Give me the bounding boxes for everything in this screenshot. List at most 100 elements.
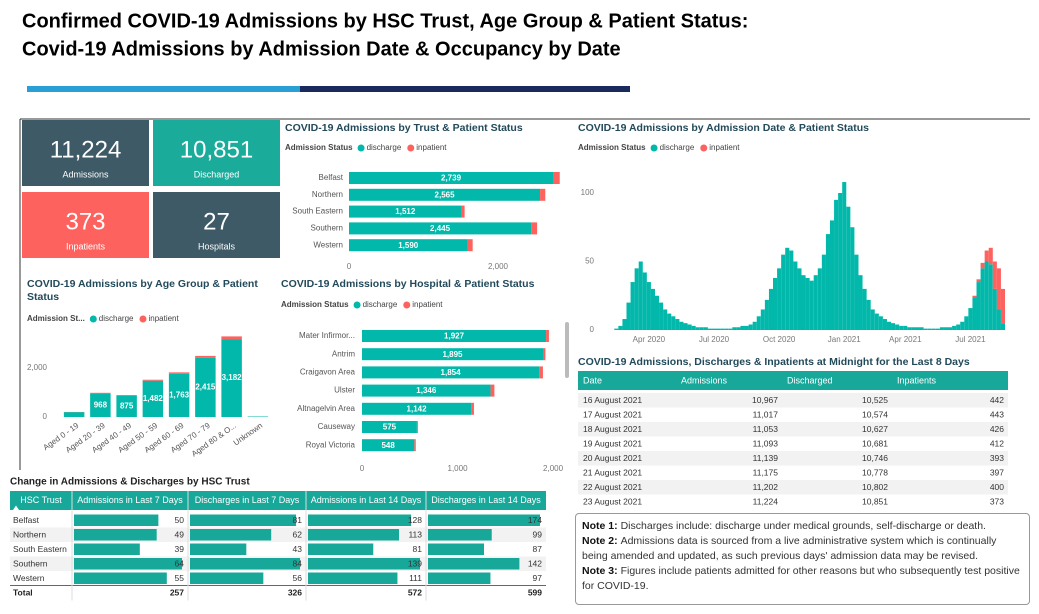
bar-segment (992, 261, 997, 289)
column-header: Discharges in Last 14 Days (431, 495, 541, 505)
bar-segment (1000, 323, 1005, 330)
table-cell: 397 (990, 467, 1004, 477)
value-label: 548 (381, 441, 395, 450)
bar-segment (654, 295, 660, 330)
table-cell: 412 (990, 438, 1004, 448)
header-accent (300, 86, 630, 92)
chart-title: COVID-19 Admissions by Trust & Patient S… (285, 122, 523, 134)
bar-segment (838, 193, 843, 330)
bar-segment (907, 327, 912, 330)
table-cell: 55 (175, 573, 185, 583)
bar-segment (349, 188, 541, 201)
column-header: Date (583, 375, 602, 385)
value-label: 1,854 (441, 368, 462, 377)
bar-segment (980, 268, 985, 330)
category-label: Mater Infirmor... (299, 331, 355, 340)
bar-segment (895, 324, 900, 330)
note: Note 2: Admissions data is sourced from a… (582, 534, 1023, 564)
data-bar (428, 543, 484, 555)
data-bar (308, 514, 412, 526)
data-bar (428, 529, 492, 541)
scrollbar[interactable] (565, 322, 569, 378)
y-tick-label: 100 (581, 188, 595, 197)
value-label: 1,763 (169, 391, 190, 400)
table-row (578, 422, 1008, 437)
bar-segment (825, 234, 830, 330)
table-cell: 18 August 2021 (583, 424, 642, 434)
bar-segment (614, 328, 619, 330)
table-cell: 10,851 (862, 496, 888, 506)
table-cell: 97 (533, 573, 543, 583)
bar-segment (221, 339, 242, 417)
bar-segment (817, 268, 822, 330)
kpi-label: Hospitals (198, 241, 236, 251)
table-row (578, 393, 1008, 408)
legend-title: Admission St... (27, 314, 85, 323)
table-cell: Belfast (13, 515, 40, 525)
x-tick-label: Oct 2020 (763, 335, 796, 344)
bar-segment (813, 275, 818, 330)
bar-segment (679, 321, 684, 330)
table-cell: 39 (175, 544, 185, 554)
bar-segment (362, 330, 547, 342)
x-tick-label: Jul 2021 (955, 335, 986, 344)
chart-title: COVID-19 Admissions by Hospital & Patien… (281, 278, 535, 290)
column-header: HSC Trust (20, 495, 62, 505)
bar-segment (467, 239, 473, 252)
column-header: Admissions (681, 375, 728, 385)
data-bar (308, 572, 398, 584)
bar-segment (667, 313, 672, 330)
kpi-card (22, 120, 149, 186)
note-label: Note 3: (582, 565, 618, 577)
bar-segment (899, 325, 904, 330)
value-label: 575 (383, 423, 397, 432)
table-row (578, 465, 1008, 480)
bar-segment (362, 348, 544, 361)
table-cell: 64 (175, 558, 185, 568)
bar-segment (362, 421, 417, 433)
bar-segment (349, 205, 462, 218)
legend-marker (89, 315, 97, 323)
bar-segment (707, 328, 712, 330)
table-cell: 11,017 (753, 409, 779, 419)
table-cell: 326 (288, 587, 302, 597)
bar-segment (539, 366, 543, 379)
bar-segment (142, 379, 164, 381)
table-row (578, 436, 1008, 451)
bar-segment (748, 324, 753, 330)
data-bar (190, 558, 300, 570)
x-tick-label: Apr 2021 (889, 335, 922, 344)
bar-segment (834, 199, 839, 330)
bar-segment (956, 324, 961, 330)
bar-segment (461, 205, 465, 218)
table-cell: 11,224 (753, 496, 779, 506)
column-header: Admissions in Last 14 Days (311, 495, 422, 505)
bar-segment (972, 297, 977, 330)
table-cell: 56 (293, 573, 303, 583)
category-label: Royal Victoria (306, 440, 356, 449)
legend-title: Admission Status (281, 300, 349, 309)
bar-segment (996, 309, 1001, 330)
table-cell: 10,778 (862, 467, 888, 477)
bar-segment (886, 321, 892, 330)
bar-segment (943, 327, 949, 330)
table-title: Change in Admissions & Discharges by HSC… (10, 477, 250, 488)
table-cell: 257 (170, 587, 184, 597)
kpi-label: Admissions (62, 169, 109, 179)
sort-indicator (13, 505, 19, 510)
value-label: 2,739 (441, 174, 462, 183)
page-title: Covid-19 Admissions by Admission Date & … (22, 38, 621, 60)
bar-segment (695, 327, 700, 330)
table-cell: 62 (293, 529, 303, 539)
legend-marker (407, 144, 415, 152)
table-row (578, 451, 1008, 466)
bar-segment (801, 275, 806, 330)
note: Note 3: Figures include patients admitted… (582, 564, 1023, 594)
table-cell: 49 (175, 529, 185, 539)
table-cell: 17 August 2021 (583, 409, 642, 419)
category-label: Antrim (332, 349, 355, 358)
table-cell: 393 (990, 453, 1004, 463)
legend-marker (650, 144, 658, 152)
value-label: 1,590 (398, 241, 419, 250)
